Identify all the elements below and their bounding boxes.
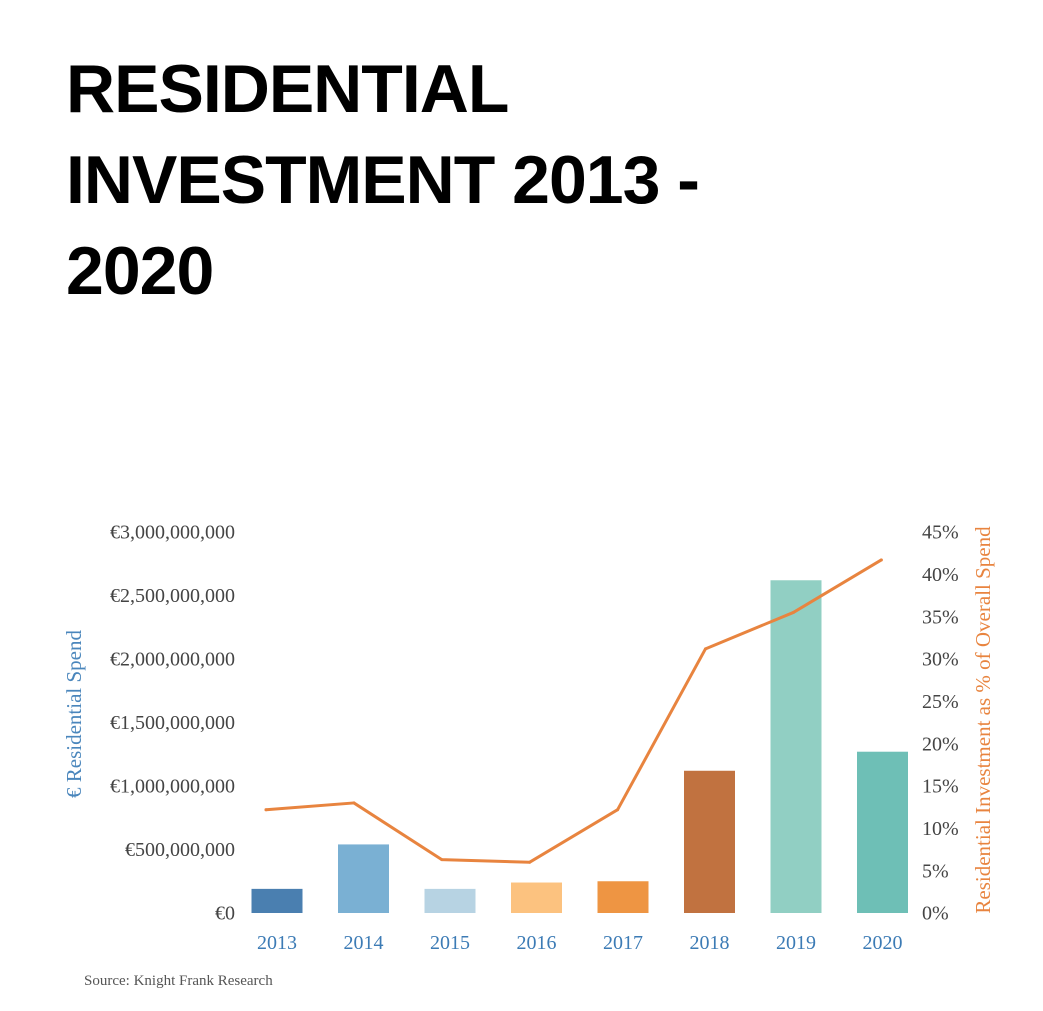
bar-2020 <box>857 751 908 913</box>
bar-2014 <box>338 844 389 913</box>
y-tick-label: €0 <box>215 903 235 925</box>
percent-point-2020 <box>879 558 883 562</box>
percent-point-2014 <box>352 801 356 805</box>
right-axis-ticks: 0% 5% 10% 15% 20% 25% 30% 35% 40% 45% <box>922 522 959 925</box>
y-tick-label: €2,000,000,000 <box>110 649 235 671</box>
bars <box>251 580 908 913</box>
percent-point-2017 <box>616 808 620 812</box>
y2-tick-label: 35% <box>922 606 959 628</box>
bar-2013 <box>251 888 303 913</box>
y2-tick-label: 5% <box>922 860 949 882</box>
bar-2016 <box>511 882 562 913</box>
bar-2017 <box>597 881 649 913</box>
y-tick-label: €3,000,000,000 <box>110 522 235 544</box>
source-note: Source: Knight Frank Research <box>84 973 273 989</box>
x-tick-label: 2018 <box>690 932 730 954</box>
bar-2018 <box>684 770 735 913</box>
y2-tick-label: 10% <box>922 818 959 840</box>
title-line-2: INVESTMENT 2013 - <box>66 142 700 218</box>
y2-axis-label: Residential Investment as % of Overall S… <box>971 526 995 914</box>
y2-tick-label: 30% <box>922 649 959 671</box>
percent-point-2018 <box>704 647 707 651</box>
y-tick-label: €2,500,000,000 <box>110 585 235 607</box>
y-axis-label: € Residential Spend <box>62 630 86 798</box>
title-line-1: RESIDENTIAL <box>66 51 509 127</box>
percent-point-2016 <box>528 860 532 864</box>
page-title: RESIDENTIAL INVESTMENT 2013 - 2020 <box>66 44 966 317</box>
bar-2019 <box>770 580 822 913</box>
y2-tick-label: 45% <box>922 522 959 544</box>
x-axis-ticks: 2013 2014 2015 2016 2017 2018 2019 2020 <box>257 932 903 954</box>
title-line-3: 2020 <box>66 233 214 309</box>
y2-tick-label: 40% <box>922 564 959 586</box>
x-tick-label: 2015 <box>430 932 470 954</box>
percent-line-group <box>264 558 883 864</box>
y-tick-label: €500,000,000 <box>125 839 235 861</box>
x-tick-label: 2020 <box>863 932 903 954</box>
y2-tick-label: 20% <box>922 733 959 755</box>
percent-point-2019 <box>791 610 795 614</box>
x-tick-label: 2019 <box>776 932 816 954</box>
percent-point-2015 <box>440 858 444 862</box>
x-tick-label: 2014 <box>344 932 384 954</box>
percent-point-2013 <box>264 808 268 812</box>
y-tick-label: €1,500,000,000 <box>110 712 235 734</box>
x-tick-label: 2013 <box>257 932 297 954</box>
left-axis-ticks: €0 €500,000,000 €1,000,000,000 €1,500,000,0… <box>110 522 235 925</box>
y2-tick-label: 0% <box>922 903 949 925</box>
y-tick-label: €1,000,000,000 <box>110 776 235 798</box>
x-tick-label: 2016 <box>517 932 557 954</box>
y2-tick-label: 15% <box>922 776 959 798</box>
y2-tick-label: 25% <box>922 691 959 713</box>
x-tick-label: 2017 <box>603 932 643 954</box>
bar-2015 <box>424 888 476 913</box>
percent-line <box>264 558 883 864</box>
